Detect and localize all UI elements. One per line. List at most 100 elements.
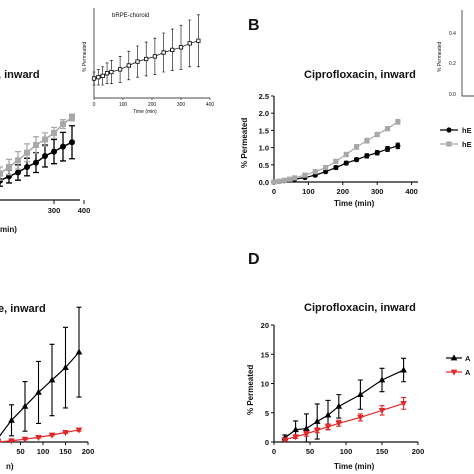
y-axis-label: % Permeated bbox=[246, 365, 255, 415]
data-point bbox=[374, 131, 380, 138]
data-point bbox=[91, 76, 97, 81]
cropped-inset-tick: 0.0 bbox=[449, 92, 456, 98]
series-line bbox=[284, 402, 404, 441]
data-point bbox=[335, 420, 343, 427]
data-point bbox=[400, 400, 407, 407]
data-point bbox=[286, 176, 293, 182]
data-point bbox=[0, 170, 3, 177]
legend: hE hE bbox=[440, 126, 472, 149]
cropped-inset-y-label: % Permeated bbox=[437, 41, 443, 72]
chart-panel-b: Ciprofloxacin, inward % Permeated Time (… bbox=[240, 69, 472, 208]
series-0 bbox=[281, 357, 407, 443]
inset-x-tick-label: 100 bbox=[119, 102, 128, 108]
data-point bbox=[69, 114, 75, 121]
data-point bbox=[161, 50, 166, 55]
data-point bbox=[126, 63, 131, 68]
x-tick-label: 150 bbox=[59, 447, 72, 456]
data-point bbox=[378, 408, 386, 415]
data-point bbox=[144, 56, 149, 62]
data-point bbox=[109, 69, 114, 75]
data-point bbox=[395, 119, 401, 125]
x-tick-label: 150 bbox=[376, 447, 389, 456]
data-point bbox=[333, 164, 339, 171]
legend-label: A bbox=[465, 354, 471, 363]
data-point bbox=[281, 177, 287, 183]
data-point bbox=[276, 178, 282, 184]
chart-panel-inset: bRPE-choroid % Permeated Time (min) 0 100… bbox=[82, 8, 214, 115]
series-1 bbox=[0, 113, 75, 181]
data-point bbox=[395, 143, 401, 149]
data-point bbox=[333, 158, 339, 164]
x-axis-label: n) bbox=[6, 462, 14, 471]
data-point bbox=[6, 164, 12, 170]
inset-x-tick-label: 200 bbox=[148, 102, 157, 108]
data-point bbox=[196, 38, 201, 43]
data-point bbox=[35, 434, 42, 441]
data-point bbox=[96, 75, 101, 80]
x-tick-label: 50 bbox=[306, 447, 314, 456]
data-point bbox=[302, 172, 308, 178]
data-point bbox=[324, 411, 332, 418]
x-tick-label: 100 bbox=[37, 447, 50, 456]
data-point bbox=[357, 391, 364, 398]
data-point bbox=[42, 136, 48, 143]
data-point bbox=[343, 160, 349, 166]
data-point bbox=[446, 141, 452, 147]
cropped-inset-tick: 0.4 bbox=[449, 31, 456, 37]
series-0 bbox=[91, 14, 201, 86]
data-point bbox=[62, 364, 69, 370]
legend-entry: hE bbox=[440, 140, 472, 149]
y-tick-label: 0 bbox=[265, 438, 269, 447]
inset-y-label: % Permeated bbox=[82, 41, 88, 72]
y-tick-label: 1.0 bbox=[259, 144, 269, 153]
data-point bbox=[48, 432, 56, 439]
x-tick-label: 100 bbox=[302, 187, 315, 196]
data-point bbox=[24, 164, 30, 170]
data-point bbox=[152, 54, 157, 59]
y-tick-label: 10 bbox=[261, 380, 269, 389]
cropped-inset-axis bbox=[461, 10, 474, 97]
data-point bbox=[21, 436, 29, 443]
y-tick-label: 15 bbox=[261, 350, 269, 359]
data-point bbox=[400, 366, 407, 373]
panel-letter-b: B bbox=[248, 17, 260, 34]
data-point bbox=[335, 402, 343, 409]
data-point bbox=[33, 142, 39, 148]
data-point bbox=[170, 47, 175, 53]
chart-title: , inward bbox=[0, 69, 40, 81]
data-point bbox=[60, 121, 66, 128]
cropped-inset-right: 0.4 0.2 0.0 % Permeated bbox=[437, 10, 474, 98]
inset-title: bRPE-choroid bbox=[112, 13, 149, 19]
data-point bbox=[187, 41, 192, 46]
data-point bbox=[384, 146, 391, 152]
x-tick-label: 50 bbox=[16, 447, 24, 456]
inset-x-tick-label: 0 bbox=[93, 102, 96, 108]
data-point bbox=[51, 148, 57, 155]
series-0 bbox=[0, 125, 75, 187]
data-point bbox=[135, 59, 140, 64]
chart-panel-d: Ciprofloxacin, inward % Permeated Time (… bbox=[246, 302, 471, 471]
x-axis-label: Time (min) bbox=[334, 199, 375, 208]
chart-panel-c: e, inward 50 100 150 200 n) bbox=[0, 303, 94, 471]
data-point bbox=[118, 67, 123, 72]
legend-entry: hE bbox=[440, 126, 472, 135]
data-point bbox=[343, 151, 349, 158]
data-point bbox=[21, 402, 29, 409]
data-point bbox=[313, 417, 321, 424]
x-axis-label: min) bbox=[0, 225, 17, 234]
data-point bbox=[450, 354, 458, 361]
series-line bbox=[284, 369, 404, 439]
data-point bbox=[35, 388, 42, 395]
series-1 bbox=[271, 118, 401, 185]
y-tick-label: 1.5 bbox=[259, 126, 269, 135]
data-point bbox=[364, 138, 370, 144]
axes bbox=[273, 96, 418, 183]
cropped-inset-tick: 0.2 bbox=[449, 61, 456, 67]
data-point bbox=[24, 149, 30, 156]
data-point bbox=[450, 369, 458, 376]
data-point bbox=[323, 164, 329, 171]
x-tick-label: 0 bbox=[272, 187, 276, 196]
data-point bbox=[353, 144, 360, 150]
y-tick-label: 0.5 bbox=[259, 161, 269, 170]
y-tick-label: 5 bbox=[265, 409, 269, 418]
